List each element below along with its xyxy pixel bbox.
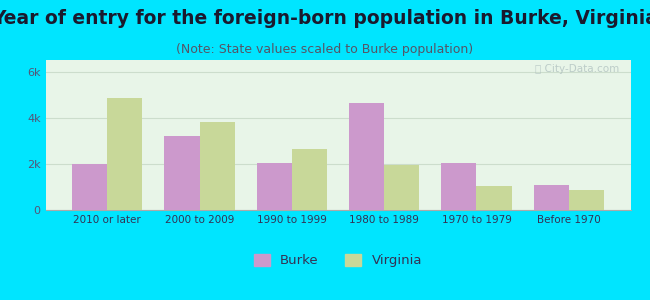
Bar (569, 190, 604, 210)
Text: (Note: State values scaled to Burke population): (Note: State values scaled to Burke popu… (176, 44, 474, 56)
Bar (200, 122, 235, 210)
Bar (107, 98, 142, 210)
Bar (72, 164, 107, 210)
Bar (292, 149, 327, 210)
Text: Year of entry for the foreign-born population in Burke, Virginia: Year of entry for the foreign-born popul… (0, 9, 650, 28)
Bar (441, 163, 476, 210)
Legend: Burke, Virginia: Burke, Virginia (248, 248, 428, 272)
Bar (534, 184, 569, 210)
Bar (257, 163, 292, 210)
Bar (384, 165, 419, 210)
Text: ⓘ City-Data.com: ⓘ City-Data.com (534, 64, 619, 74)
Bar (476, 186, 512, 210)
Bar (164, 136, 200, 210)
Bar (349, 103, 384, 210)
